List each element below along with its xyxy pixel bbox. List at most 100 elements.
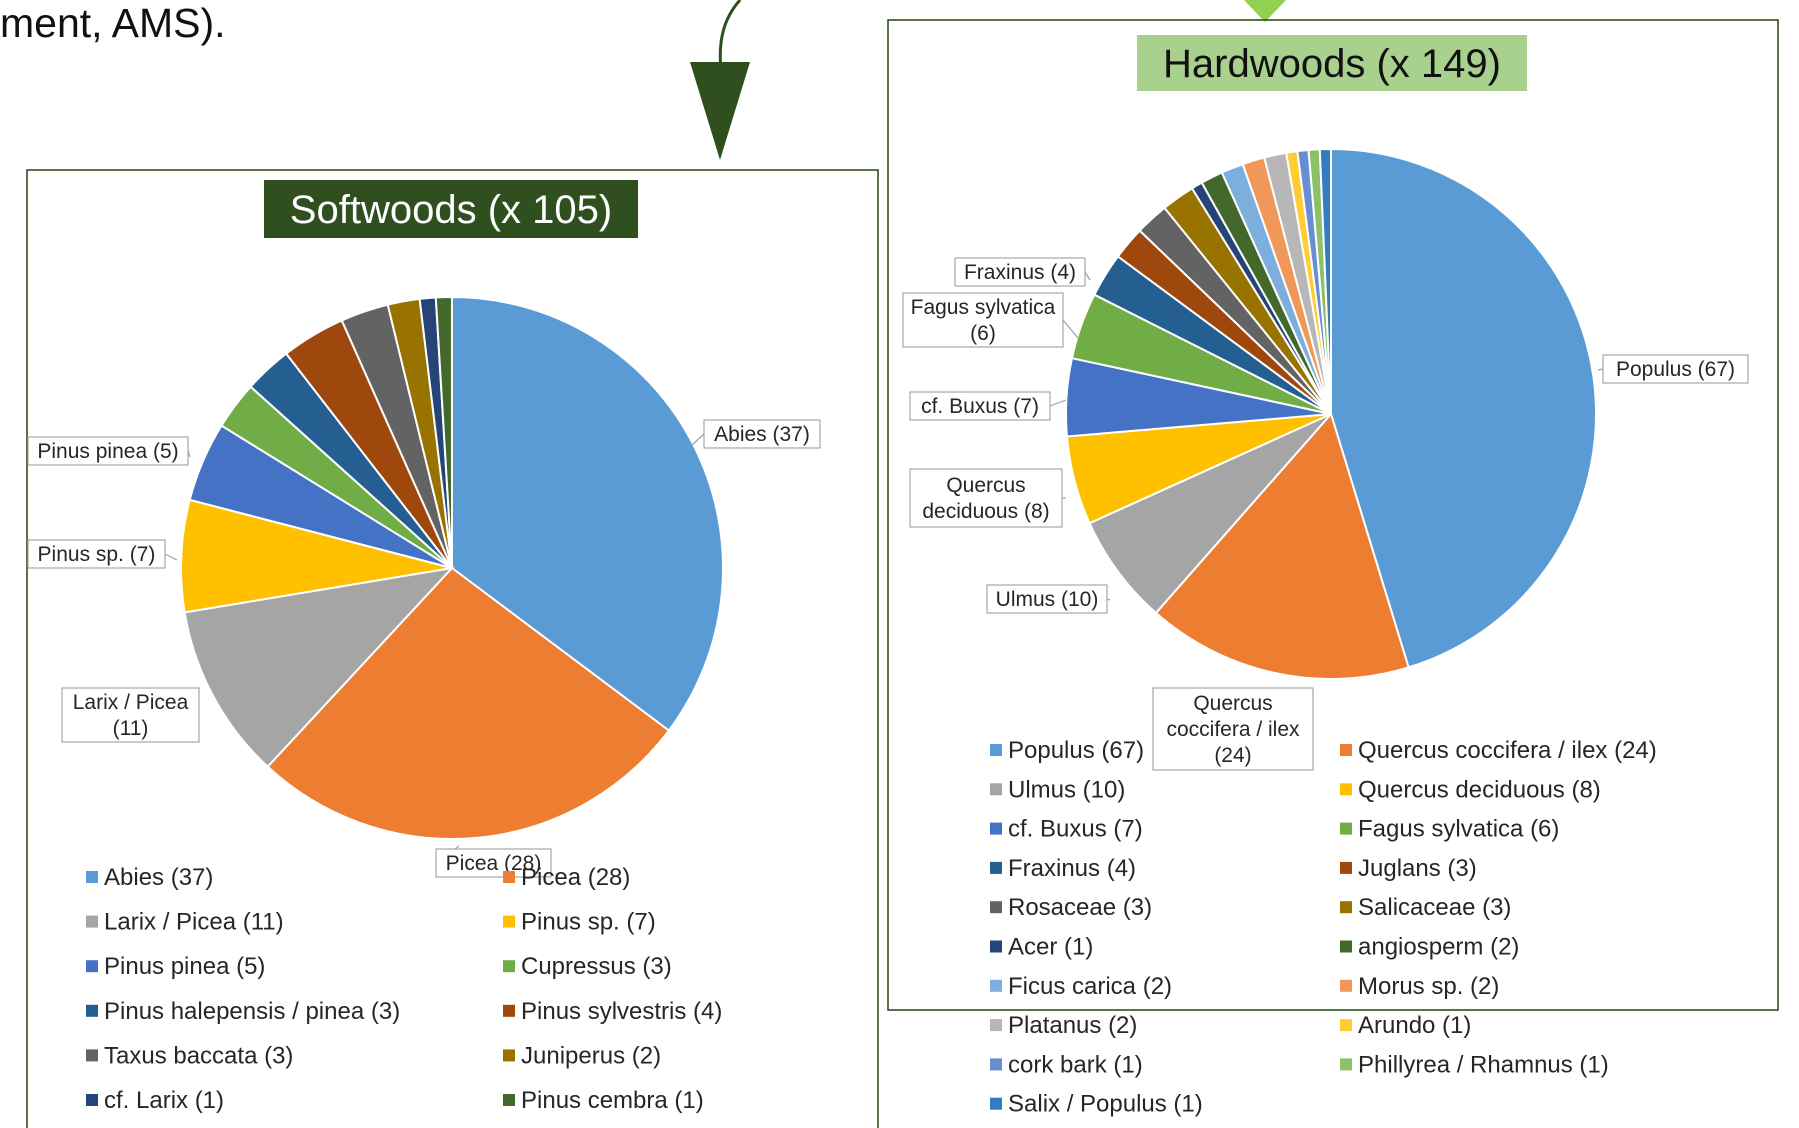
softwoods-legend-label-cf-larix-1: cf. Larix (1)	[104, 1087, 224, 1114]
softwoods-legend-label-pinus-halepensis-pinea-3: Pinus halepensis / pinea (3)	[104, 998, 400, 1025]
hardwoods-leader-cf-buxus-7	[1049, 399, 1067, 407]
softwoods-legend-swatch-cf-larix-1	[86, 1094, 98, 1106]
arrows-layer	[690, 0, 1286, 160]
hardwoods-slice-salix-populus-1	[1318, 147, 1332, 415]
softwoods-callout-box-abies-37	[703, 419, 821, 449]
hardwoods-legend-label-fraxinus-4: Fraxinus (4)	[1008, 855, 1136, 882]
softwoods-legend-swatch-pinus-halepensis-pinea-3	[86, 1004, 98, 1017]
hardwoods-legend-label-morus-sp-2: Morus sp. (2)	[1358, 973, 1499, 1000]
softwoods-legend-swatch-picea-28	[503, 871, 515, 883]
softwoods-legend-label-pinus-cembra-1: Pinus cembra (1)	[521, 1087, 704, 1114]
softwoods-callout-larix-picea-11: Larix / Picea (11)	[73, 691, 189, 740]
softwoods-slice-abies-37	[451, 295, 724, 732]
hardwoods-legend-label-salicaceae-3: Salicaceae (3)	[1358, 894, 1511, 921]
hardwoods-legend-label-fagus-sylvatica-6: Fagus sylvatica (6)	[1358, 816, 1559, 843]
hardwoods-callout-fraxinus-4: Fraxinus (4)	[964, 261, 1076, 284]
softwood-arrow-shaft	[718, 0, 742, 71]
hardwoods-legend-swatch-populus-67	[990, 744, 1002, 756]
hardwoods-slice-populus-67	[1330, 147, 1597, 669]
hardwoods-callout-fagus-sylvatica-6: Fagus sylvatica (6)	[911, 296, 1056, 345]
softwoods-legend-swatch-pinus-sp-7	[503, 915, 515, 928]
hardwoods-legend-label-ulmus-10: Ulmus (10)	[1008, 776, 1125, 803]
softwoods-leader-pinus-sp-7	[164, 553, 178, 561]
hardwoods-slice-quercus-coccifera-ilex-24	[1154, 411, 1410, 680]
hardwoods-legend-swatch-angiosperm-2	[1340, 940, 1352, 953]
hardwoods-callout-populus-67: Populus (67)	[1616, 358, 1735, 381]
softwoods-chart: Softwoods (x 105) Abies (37) Picea (28) Lar…	[26, 169, 879, 1128]
softwoods-frame	[26, 169, 879, 1128]
hardwoods-legend-swatch-cf-buxus-7	[990, 822, 1002, 835]
hardwoods-callout-box-quercus-deciduous-8	[909, 468, 1063, 528]
hardwoods-legend-swatch-acer-1	[990, 940, 1002, 953]
softwoods-legend-swatch-taxus-baccata-3	[86, 1049, 98, 1062]
softwoods-callout-box-pinus-pinea-5	[27, 436, 189, 466]
hardwoods-legend-label-angiosperm-2: angiosperm (2)	[1358, 934, 1519, 961]
hardwoods-legend-label-arundo-1: Arundo (1)	[1358, 1012, 1471, 1039]
softwoods-title: Softwoods (x 105)	[290, 188, 612, 232]
hardwoods-slice-ulmus-10	[1088, 413, 1332, 615]
hardwoods-leader-fagus-sylvatica-6	[1062, 319, 1079, 339]
softwoods-legend-label-taxus-baccata-3: Taxus baccata (3)	[104, 1042, 293, 1069]
hardwoods-legend-swatch-juglans-3	[1340, 861, 1352, 874]
hardwood-arrow-head	[1244, 0, 1286, 22]
hardwoods-legend-label-platanus-2: Platanus (2)	[1008, 1012, 1137, 1039]
hardwoods-legend-swatch-salix-populus-1	[990, 1097, 1002, 1110]
hardwoods-legend-swatch-platanus-2	[990, 1019, 1002, 1032]
softwoods-callout-picea-28: Picea (28)	[446, 852, 542, 875]
hardwoods-legend-swatch-cork-bark-1	[990, 1058, 1002, 1071]
softwoods-legend-swatch-larix-picea-11	[86, 915, 98, 928]
hardwoods-callout-box-ulmus-10	[986, 584, 1108, 614]
softwood-arrow-head	[690, 62, 750, 160]
softwoods-legend-label-juniperus-2: Juniperus (2)	[521, 1042, 661, 1069]
softwoods-slice-pinus-cembra-1	[434, 295, 453, 569]
hardwoods-callout-box-populus-67	[1602, 354, 1749, 384]
softwoods-leader-abies-37	[691, 433, 705, 446]
hardwoods-legend-label-phillyrea-rhamnus-1: Phillyrea / Rhamnus (1)	[1358, 1051, 1609, 1078]
hardwoods-legend-swatch-arundo-1	[1340, 1019, 1352, 1032]
softwoods-callout-box-larix-picea-11	[61, 687, 200, 743]
hardwoods-title-background	[1137, 35, 1527, 91]
hardwoods-callout-box-cf-buxus-7	[909, 391, 1051, 421]
hardwoods-legend-swatch-quercus-deciduous-8	[1340, 783, 1352, 796]
softwoods-legend-swatch-cupressus-3	[503, 960, 515, 973]
softwoods-legend-swatch-pinus-pinea-5	[86, 960, 98, 973]
hardwoods-legend-swatch-quercus-coccifera-ilex-24	[1340, 744, 1352, 756]
hardwoods-legend-label-quercus-deciduous-8: Quercus deciduous (8)	[1358, 776, 1601, 803]
hardwoods-legend-label-quercus-coccifera-ilex-24: Quercus coccifera / ilex (24)	[1358, 737, 1657, 764]
hardwoods-callout-box-fagus-sylvatica-6	[902, 292, 1064, 348]
softwoods-callout-pinus-pinea-5: Pinus pinea (5)	[37, 440, 178, 463]
hardwoods-legend-swatch-fraxinus-4	[990, 861, 1002, 874]
hardwoods-callout-quercus-coccifera-ilex-24: Quercus coccifera / ilex (24)	[1166, 692, 1300, 767]
hardwoods-callout-ulmus-10: Ulmus (10)	[996, 588, 1099, 611]
hardwoods-legend-label-rosaceae-3: Rosaceae (3)	[1008, 894, 1152, 921]
softwoods-legend-swatch-pinus-cembra-1	[503, 1094, 515, 1106]
softwoods-legend-label-pinus-sp-7: Pinus sp. (7)	[521, 909, 656, 936]
hardwoods-legend-swatch-ulmus-10	[990, 783, 1002, 796]
softwoods-legend-label-picea-28: Picea (28)	[521, 864, 630, 891]
hardwoods-legend-swatch-salicaceae-3	[1340, 901, 1352, 914]
hardwoods-legend-swatch-morus-sp-2	[1340, 979, 1352, 992]
softwoods-slice-picea-28	[266, 566, 671, 840]
hardwoods-legend-label-cork-bark-1: cork bark (1)	[1008, 1051, 1143, 1078]
softwoods-legend-label-pinus-pinea-5: Pinus pinea (5)	[104, 953, 265, 980]
softwoods-slice-larix-picea-11	[183, 566, 455, 769]
softwoods-legend-label-cupressus-3: Cupressus (3)	[521, 953, 672, 980]
softwoods-callout-box-picea-28	[435, 848, 552, 878]
hardwoods-legend-label-juglans-3: Juglans (3)	[1358, 855, 1477, 882]
hardwoods-legend-label-ficus-carica-2: Ficus carica (2)	[1008, 973, 1172, 1000]
hardwoods-legend-swatch-phillyrea-rhamnus-1	[1340, 1058, 1352, 1071]
hardwoods-legend-label-cf-buxus-7: cf. Buxus (7)	[1008, 816, 1143, 843]
softwoods-slice-pinus-sp-7	[180, 498, 453, 614]
hardwoods-callout-box-fraxinus-4	[954, 257, 1086, 287]
hardwoods-leader-fraxinus-4	[1084, 271, 1091, 281]
hardwoods-legend-label-populus-67: Populus (67)	[1008, 737, 1144, 764]
header-text-fragment: ment, AMS).	[0, 0, 226, 46]
hardwoods-callout-quercus-deciduous-8: Quercus deciduous (8)	[922, 474, 1049, 523]
hardwoods-legend-swatch-fagus-sylvatica-6	[1340, 822, 1352, 835]
softwoods-legend-label-larix-picea-11: Larix / Picea (11)	[104, 909, 284, 936]
softwoods-legend-swatch-abies-37	[86, 871, 98, 883]
hardwoods-title: Hardwoods (x 149)	[1163, 42, 1501, 86]
hardwoods-legend-label-salix-populus-1: Salix / Populus (1)	[1008, 1091, 1203, 1118]
hardwoods-callout-cf-buxus-7: cf. Buxus (7)	[921, 395, 1039, 418]
